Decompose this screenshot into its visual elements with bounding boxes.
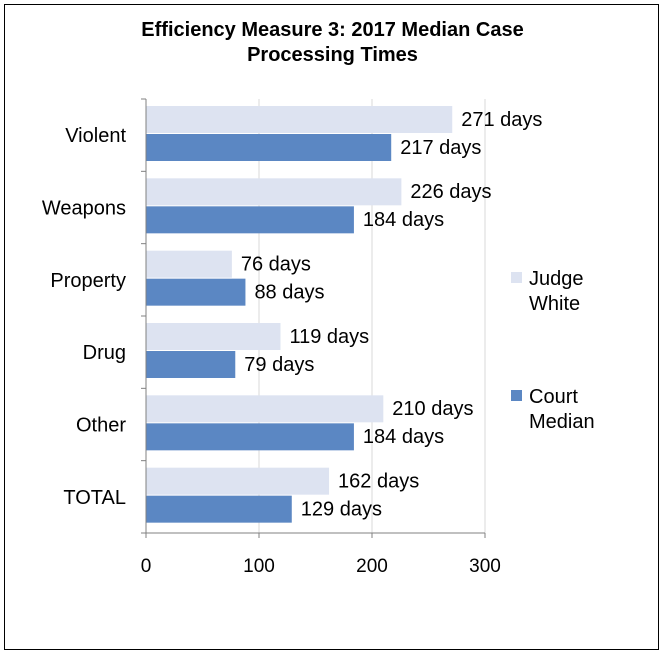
bar-total-series-0 xyxy=(146,467,330,495)
legend: Judge White Court Median xyxy=(511,268,595,433)
bar-drug-series-0 xyxy=(146,323,281,350)
data-label-drug-series-1: 79 days xyxy=(244,354,314,376)
data-label-other-series-1: 184 days xyxy=(363,426,444,448)
legend-label-1-line-0: Court xyxy=(529,386,578,408)
bar-other-series-0 xyxy=(146,395,384,423)
data-label-weapons-series-1: 184 days xyxy=(363,209,444,231)
bars xyxy=(146,106,453,523)
data-label-total-series-1: 129 days xyxy=(301,498,382,520)
bar-total-series-1 xyxy=(146,495,292,523)
data-label-other-series-0: 210 days xyxy=(392,398,473,420)
data-label-property-series-0: 76 days xyxy=(241,253,311,275)
category-label-weapons: Weapons xyxy=(42,198,126,220)
data-label-weapons-series-0: 226 days xyxy=(410,181,491,203)
x-tick-label-0: 0 xyxy=(141,556,152,577)
bar-weapons-series-0 xyxy=(146,178,402,206)
data-label-violent-series-0: 271 days xyxy=(461,109,542,131)
data-label-property-series-1: 88 days xyxy=(254,281,324,303)
bar-property-series-0 xyxy=(146,250,232,278)
bar-other-series-1 xyxy=(146,423,354,451)
bar-drug-series-1 xyxy=(146,351,236,378)
data-label-total-series-0: 162 days xyxy=(338,470,419,492)
legend-swatch-0 xyxy=(511,272,522,283)
category-label-violent: Violent xyxy=(65,125,126,147)
legend-swatch-1 xyxy=(511,390,522,401)
data-label-drug-series-0: 119 days xyxy=(289,326,369,348)
category-label-total: TOTAL xyxy=(63,487,126,509)
data-label-violent-series-1: 217 days xyxy=(400,137,481,159)
category-label-drug: Drug xyxy=(83,342,126,364)
bar-violent-series-1 xyxy=(146,134,392,161)
data-labels: 271 days 217 days 226 days 184 days 76 days 8… xyxy=(241,109,543,521)
bar-weapons-series-1 xyxy=(146,206,354,234)
x-tick-label-3: 300 xyxy=(469,556,501,577)
chart-title-line-1: Efficiency Measure 3: 2017 Median Case xyxy=(141,19,524,41)
chart-title: Efficiency Measure 3: 2017 Median Case P… xyxy=(0,18,665,68)
legend-label-0-line-1: White xyxy=(529,293,580,315)
category-label-property: Property xyxy=(50,270,126,292)
x-tick-label-2: 200 xyxy=(356,556,388,577)
bar-violent-series-0 xyxy=(146,106,453,133)
chart-title-line-2: Processing Times xyxy=(247,44,418,66)
axes: 0 100 200 300 Violent Weapons Property Drug Othe… xyxy=(42,98,501,577)
legend-label-0-line-0: Judge xyxy=(529,268,584,290)
category-label-other: Other xyxy=(76,415,126,437)
x-tick-label-1: 100 xyxy=(243,556,275,577)
legend-label-1-line-1: Median xyxy=(529,411,595,433)
bar-property-series-1 xyxy=(146,278,246,306)
